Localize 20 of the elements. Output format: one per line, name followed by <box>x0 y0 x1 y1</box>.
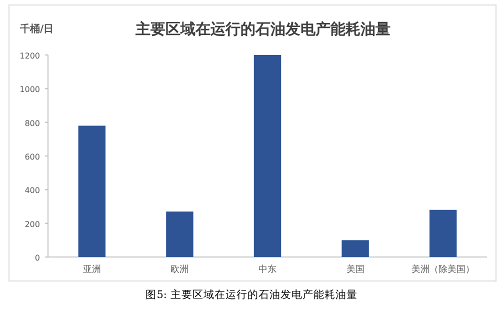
bar <box>342 240 369 257</box>
bar <box>429 210 457 257</box>
bar <box>78 126 106 257</box>
x-tick-label: 中东 <box>258 264 276 275</box>
y-tick-label: 200 <box>24 220 40 229</box>
x-tick-label: 亚洲 <box>82 264 101 275</box>
chart-title: 主要区域在运行的石油发电产能耗油量 <box>134 20 390 38</box>
bar <box>254 55 282 257</box>
y-tick-label: 1200 <box>20 52 40 60</box>
y-tick-label: 600 <box>24 152 40 162</box>
x-tick-label: 美国 <box>346 264 364 275</box>
y-tick-label: 800 <box>24 118 40 128</box>
bar <box>166 212 194 257</box>
x-tick-label: 欧洲 <box>170 264 189 275</box>
y-tick-label: 1000 <box>20 85 40 94</box>
x-tick-label: 美洲（除美国） <box>412 264 475 275</box>
y-tick-label: 0 <box>34 254 40 262</box>
y-tick-label: 400 <box>24 186 40 196</box>
y-axis-title: 千桶/日 <box>19 23 54 35</box>
caption: 图5: 主要区域在运行的石油发电产能耗油量 <box>146 288 358 301</box>
